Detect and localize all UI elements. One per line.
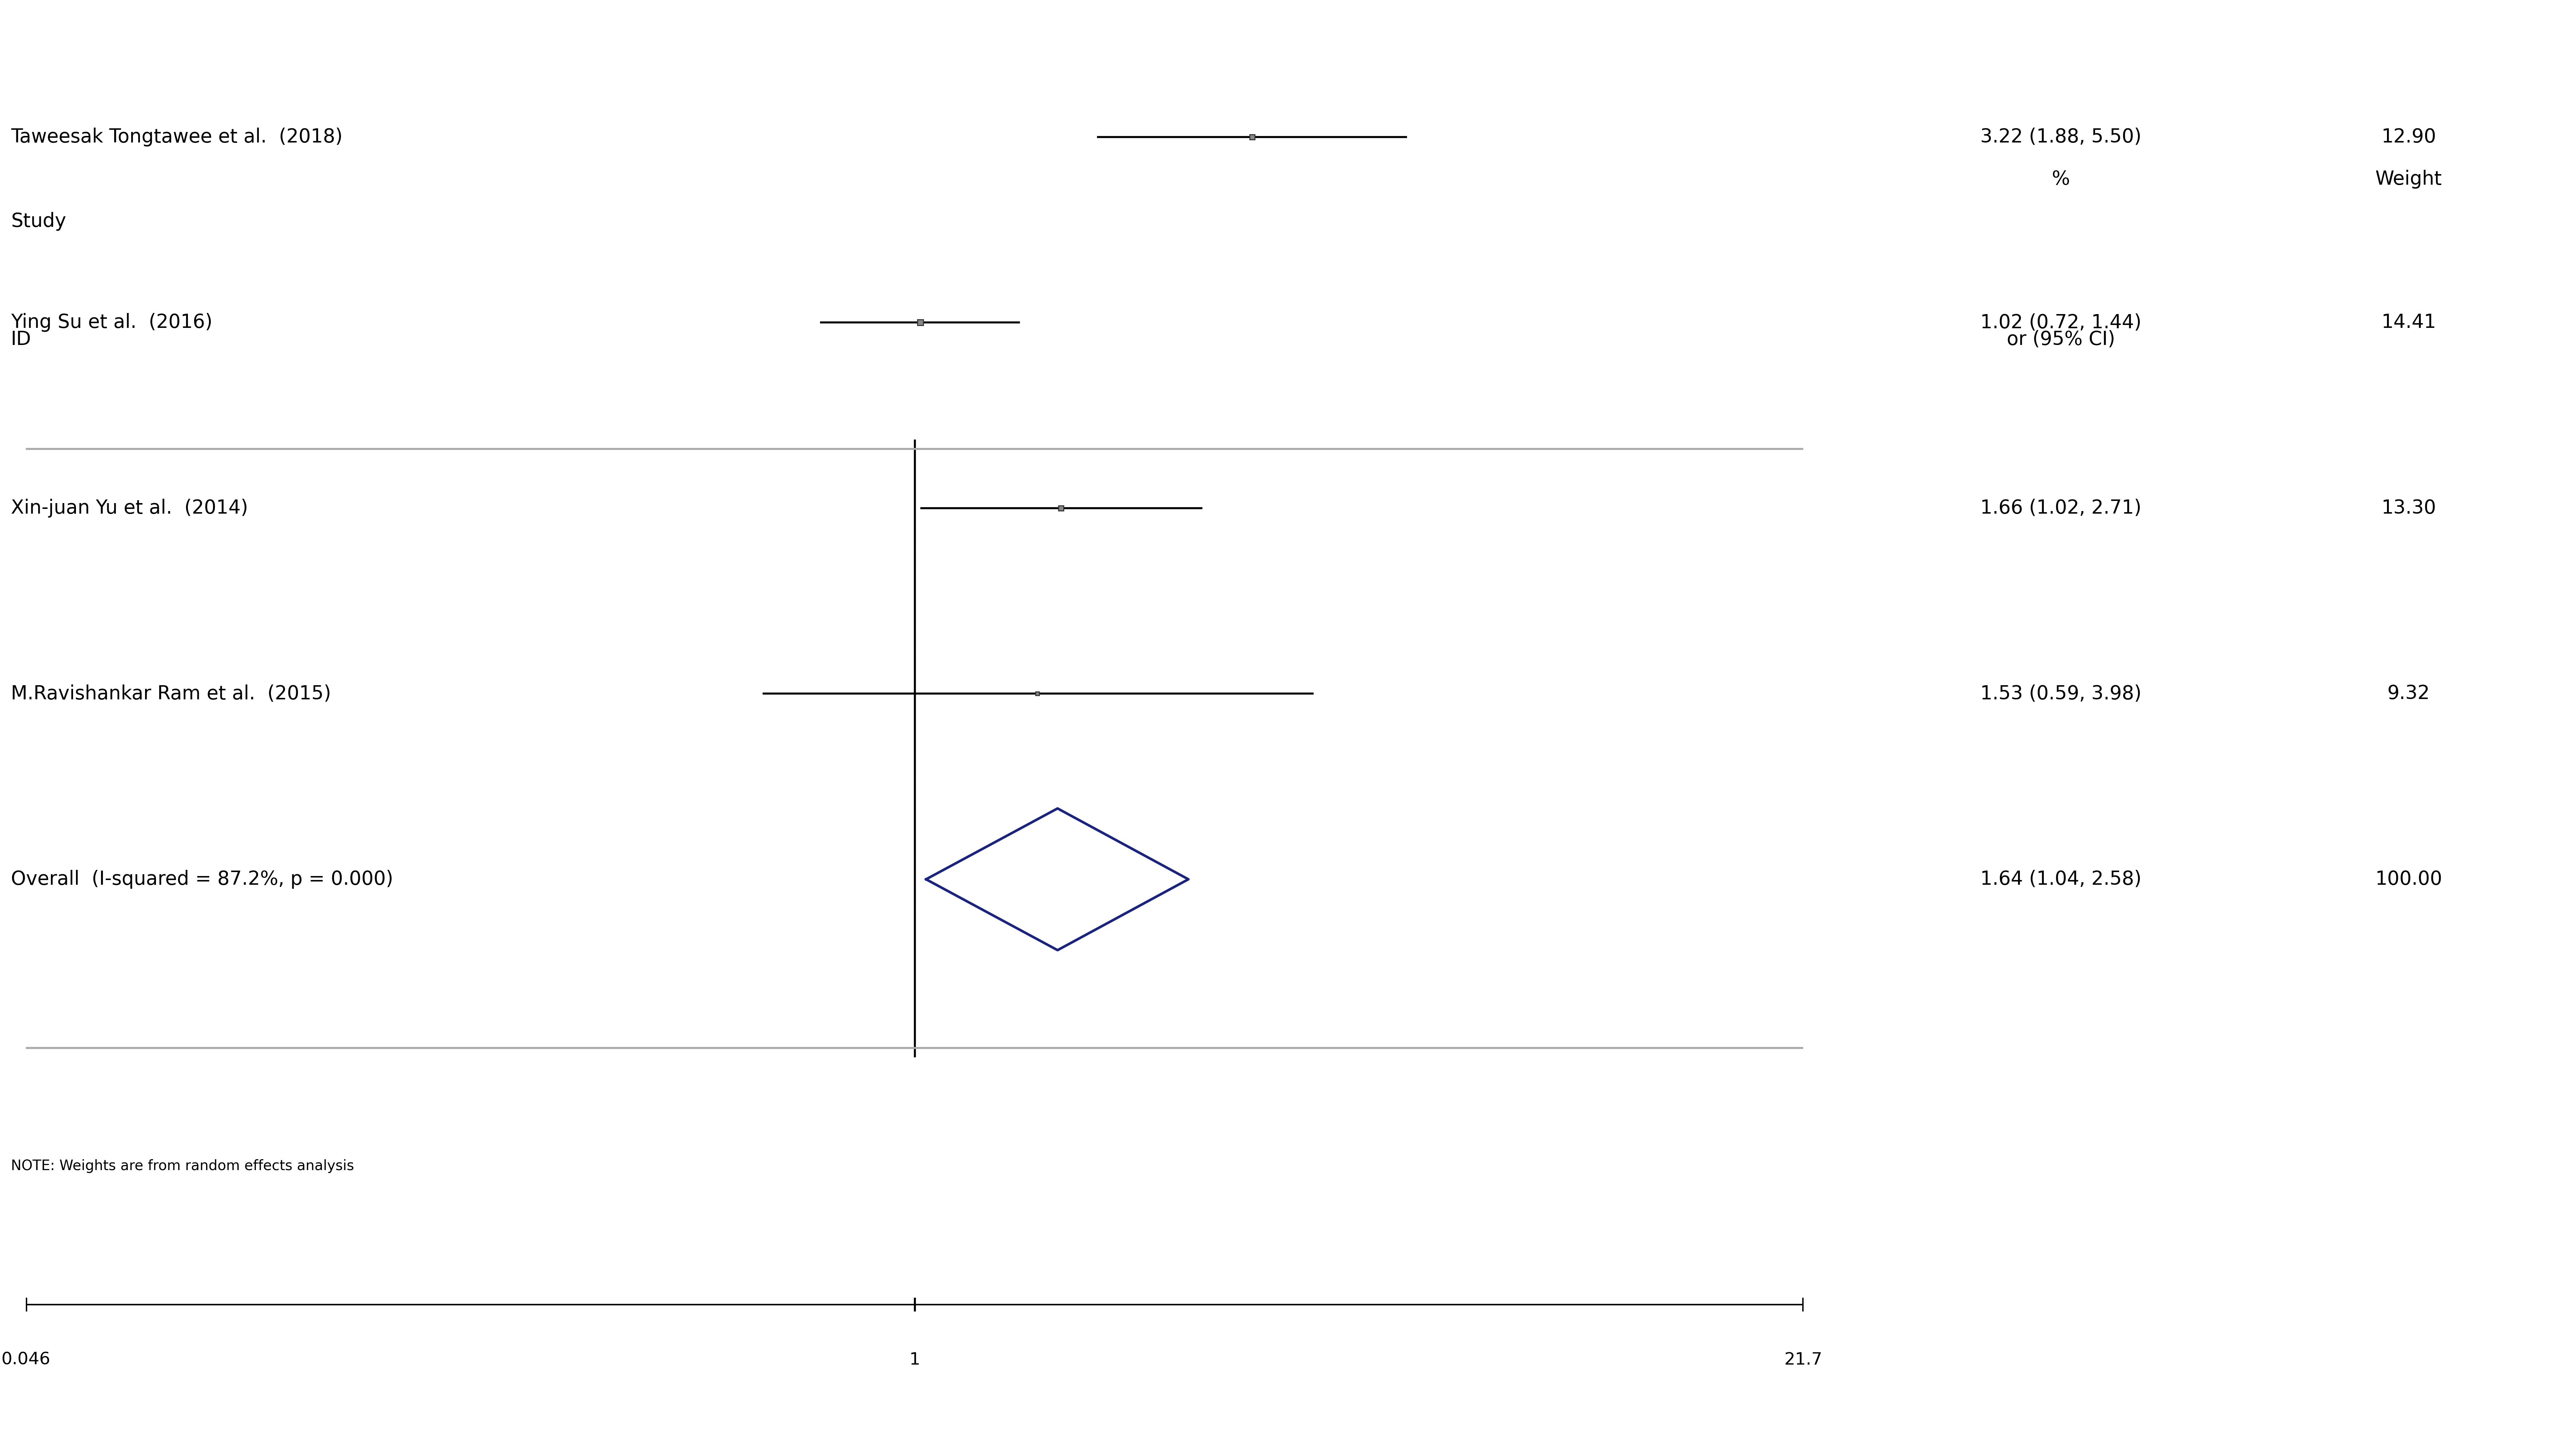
Text: Taweesak Tongtawee et al.  (2018): Taweesak Tongtawee et al. (2018) [10, 128, 343, 147]
Text: 9.32: 9.32 [2388, 684, 2429, 703]
Text: or (95% CI): or (95% CI) [2007, 329, 2115, 349]
Text: 1.66 (1.02, 2.71): 1.66 (1.02, 2.71) [1981, 499, 2141, 518]
Text: 1.64 (1.04, 2.58): 1.64 (1.04, 2.58) [1981, 870, 2141, 889]
Text: 3.22 (1.88, 5.50): 3.22 (1.88, 5.50) [1981, 128, 2141, 147]
Polygon shape [925, 808, 1188, 951]
Text: M.Ravishankar Ram et al.  (2015): M.Ravishankar Ram et al. (2015) [10, 684, 332, 703]
Text: Ying Su et al.  (2016): Ying Su et al. (2016) [10, 313, 211, 332]
Text: NOTE: Weights are from random effects analysis: NOTE: Weights are from random effects an… [10, 1159, 353, 1173]
Text: Study: Study [10, 211, 67, 230]
Text: 13.30: 13.30 [2380, 499, 2437, 518]
Text: Overall  (I-squared = 87.2%, p = 0.000): Overall (I-squared = 87.2%, p = 0.000) [10, 870, 394, 889]
Text: Weight: Weight [2375, 170, 2442, 188]
Text: ID: ID [10, 329, 31, 349]
Text: Xin-juan Yu et al.  (2014): Xin-juan Yu et al. (2014) [10, 499, 247, 518]
Text: %: % [2050, 170, 2071, 188]
Text: 100.00: 100.00 [2375, 870, 2442, 889]
Text: 1.02 (0.72, 1.44): 1.02 (0.72, 1.44) [1981, 313, 2141, 332]
Text: 0.046: 0.046 [3, 1352, 52, 1368]
Text: 21.7: 21.7 [1785, 1352, 1821, 1368]
Text: 14.41: 14.41 [2380, 313, 2437, 332]
Text: 1.53 (0.59, 3.98): 1.53 (0.59, 3.98) [1981, 684, 2141, 703]
Text: 1: 1 [909, 1352, 920, 1368]
Text: 12.90: 12.90 [2380, 128, 2437, 147]
